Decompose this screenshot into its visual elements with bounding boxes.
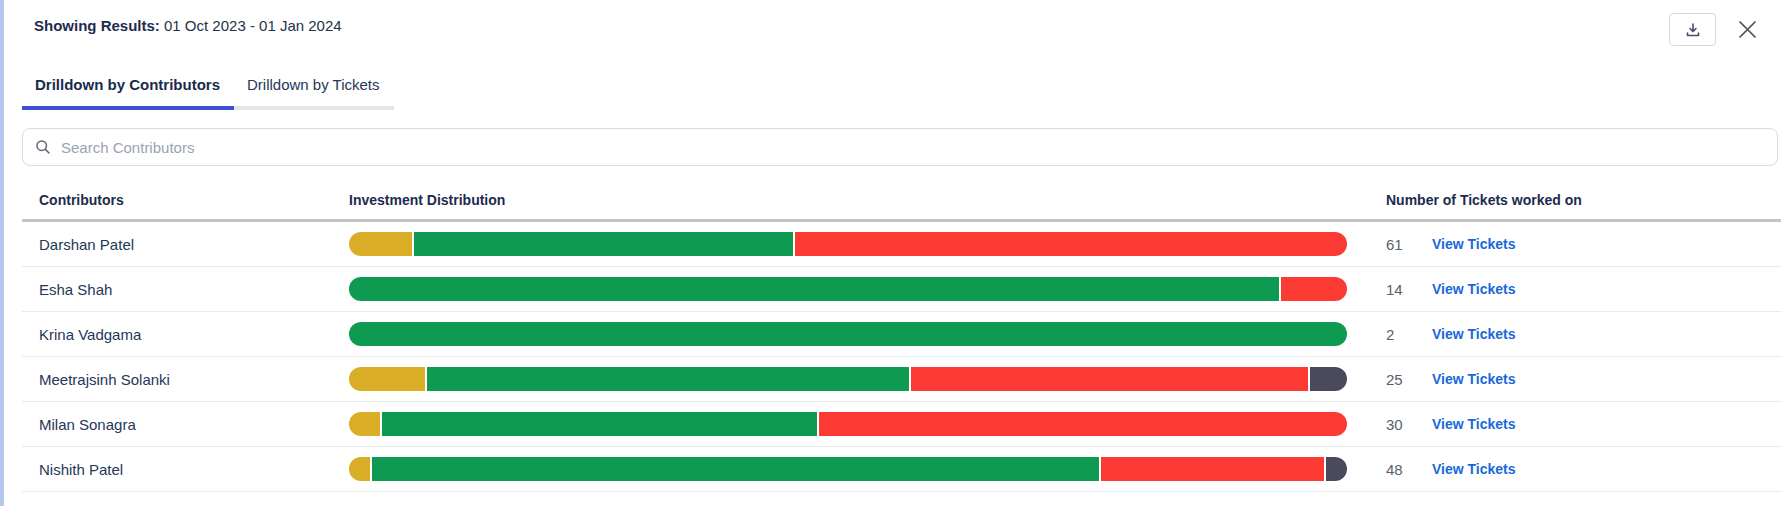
tickets-count: 30: [1347, 416, 1432, 433]
view-tickets-link[interactable]: View Tickets: [1432, 281, 1781, 297]
close-icon: [1738, 20, 1757, 39]
bar-segment-yellow: [349, 412, 380, 436]
bar-segment-green: [372, 457, 1099, 481]
table-row: Milan Sonagra 30View Tickets: [22, 402, 1781, 447]
download-button[interactable]: [1669, 13, 1716, 46]
tab-bar: Drilldown by Contributors Drilldown by T…: [22, 66, 394, 110]
view-tickets-link[interactable]: View Tickets: [1432, 326, 1781, 342]
bar-segment-green: [382, 412, 817, 436]
bar-segment-dark: [1326, 457, 1347, 481]
tab-drilldown-by-tickets[interactable]: Drilldown by Tickets: [234, 66, 394, 110]
investment-distribution-bar: [349, 232, 1347, 256]
table-row: Esha Shah 14View Tickets: [22, 267, 1781, 312]
contributor-name: Darshan Patel: [22, 236, 349, 253]
contributor-name: Esha Shah: [22, 281, 349, 298]
view-tickets-link[interactable]: View Tickets: [1432, 236, 1781, 252]
table-row: Nishith Patel 48View Tickets: [22, 447, 1781, 492]
close-button[interactable]: [1734, 17, 1760, 43]
table-row: Meetrajsinh Solanki 25View Tickets: [22, 357, 1781, 402]
bar-segment-red: [1101, 457, 1324, 481]
tickets-count: 2: [1347, 326, 1432, 343]
tickets-count: 25: [1347, 371, 1432, 388]
bar-segment-red: [1281, 277, 1347, 301]
bar-segment-dark: [1310, 367, 1347, 391]
showing-results-label: Showing Results:: [34, 17, 160, 34]
bar-segment-green: [427, 367, 908, 391]
investment-distribution-bar: [349, 322, 1347, 346]
table-header: Contributors Investment Distribution Num…: [22, 192, 1781, 222]
contributor-name: Krina Vadgama: [22, 326, 349, 343]
bar-segment-red: [819, 412, 1347, 436]
view-tickets-link[interactable]: View Tickets: [1432, 371, 1781, 387]
bar-segment-yellow: [349, 457, 370, 481]
investment-distribution-bar: [349, 457, 1347, 481]
investment-distribution-bar: [349, 367, 1347, 391]
table-row: Krina Vadgama 2View Tickets: [22, 312, 1781, 357]
column-header-contributors: Contributors: [22, 192, 349, 208]
table-row: Darshan Patel 61View Tickets: [22, 222, 1781, 267]
bar-segment-green: [414, 232, 794, 256]
showing-results-value: 01 Oct 2023 - 01 Jan 2024: [164, 17, 342, 34]
search-box[interactable]: [22, 128, 1778, 166]
top-actions: [1669, 13, 1760, 46]
download-icon: [1685, 22, 1701, 38]
search-input[interactable]: [61, 139, 1765, 156]
table-body: Darshan Patel61View TicketsEsha Shah14Vi…: [22, 222, 1781, 492]
tickets-count: 14: [1347, 281, 1432, 298]
tab-drilldown-by-contributors[interactable]: Drilldown by Contributors: [22, 66, 234, 110]
bar-segment-yellow: [349, 367, 425, 391]
investment-distribution-bar: [349, 277, 1347, 301]
column-header-investment-distribution: Investment Distribution: [349, 192, 1347, 208]
column-header-number-of-tickets: Number of Tickets worked on: [1347, 192, 1781, 208]
view-tickets-link[interactable]: View Tickets: [1432, 461, 1781, 477]
contributor-name: Nishith Patel: [22, 461, 349, 478]
tickets-count: 48: [1347, 461, 1432, 478]
contributor-name: Milan Sonagra: [22, 416, 349, 433]
bar-segment-red: [795, 232, 1347, 256]
view-tickets-link[interactable]: View Tickets: [1432, 416, 1781, 432]
showing-results: Showing Results: 01 Oct 2023 - 01 Jan 20…: [34, 17, 342, 34]
bar-segment-green: [349, 322, 1347, 346]
investment-distribution-bar: [349, 412, 1347, 436]
tickets-count: 61: [1347, 236, 1432, 253]
bar-segment-red: [911, 367, 1309, 391]
drilldown-panel: Showing Results: 01 Oct 2023 - 01 Jan 20…: [0, 0, 1792, 506]
bar-segment-green: [349, 277, 1279, 301]
bar-segment-yellow: [349, 232, 412, 256]
contributor-name: Meetrajsinh Solanki: [22, 371, 349, 388]
contributors-table: Contributors Investment Distribution Num…: [22, 192, 1781, 492]
search-icon: [35, 139, 51, 155]
